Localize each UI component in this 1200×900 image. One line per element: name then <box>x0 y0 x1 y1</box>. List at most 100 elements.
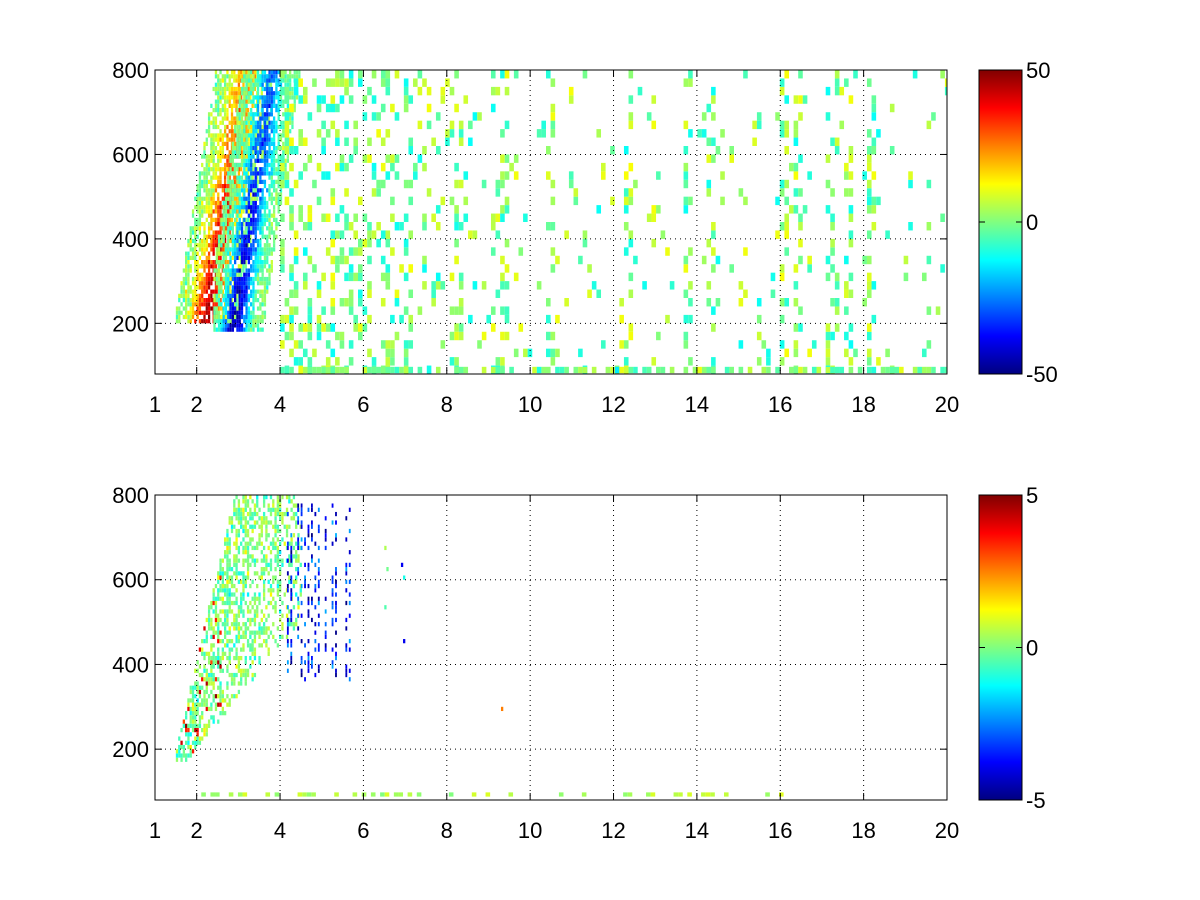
heatmap-cell <box>399 264 404 273</box>
heatmap-cell <box>830 213 835 222</box>
heatmap-cell <box>235 302 238 307</box>
heatmap-cell <box>279 103 283 108</box>
heatmap-cell <box>848 289 854 298</box>
heatmap-cell <box>233 146 237 151</box>
heatmap-cell <box>394 171 400 180</box>
heatmap-cell <box>258 596 261 601</box>
heatmap-cell <box>219 255 222 260</box>
heatmap-cell <box>251 188 254 193</box>
heatmap-cell <box>408 196 414 206</box>
heatmap-cell <box>182 289 186 294</box>
heatmap-cell <box>779 129 785 138</box>
heatmap-cell <box>228 78 231 83</box>
heatmap-cell <box>217 651 220 656</box>
heatmap-cell <box>243 243 246 248</box>
heatmap-cell <box>229 222 232 227</box>
heatmap-cell <box>256 289 260 294</box>
heatmap-cell <box>261 234 264 239</box>
heatmap-cell <box>267 503 270 508</box>
heatmap-cell <box>431 213 436 222</box>
heatmap-cell <box>221 74 224 79</box>
heatmap-cell <box>237 167 241 172</box>
heatmap-cell <box>227 179 230 184</box>
heatmap-cell <box>307 112 313 121</box>
heatmap-cell <box>228 545 231 551</box>
heatmap-cell <box>194 226 197 231</box>
heatmap-cell <box>302 162 308 172</box>
heatmap-cell <box>217 103 220 108</box>
heatmap-cell <box>233 238 237 244</box>
heatmap-cell <box>205 167 208 172</box>
heatmap-cell <box>252 247 255 252</box>
heatmap-cell <box>403 86 409 96</box>
heatmap-cell <box>223 167 227 172</box>
heatmap-cell <box>240 272 243 277</box>
heatmap-cell <box>227 302 230 307</box>
heatmap-cell <box>573 366 579 374</box>
heatmap-cell <box>215 319 218 324</box>
heatmap-cell <box>290 622 293 627</box>
heatmap-cell <box>282 129 285 134</box>
heatmap-cell <box>217 596 220 601</box>
heatmap-cell <box>926 255 932 265</box>
heatmap-cells <box>175 495 784 797</box>
heatmap-cell <box>182 268 186 273</box>
heatmap-cell <box>227 238 230 244</box>
heatmap-cell <box>238 188 241 193</box>
heatmap-cell <box>203 179 206 184</box>
colorbar-tick-label: 5 <box>1026 483 1038 508</box>
heatmap-cell <box>250 289 253 294</box>
heatmap-cell <box>201 243 204 248</box>
heatmap-cell <box>857 366 863 374</box>
heatmap-cell <box>268 222 271 227</box>
heatmap-cell <box>250 188 253 193</box>
heatmap-cell <box>243 196 246 201</box>
heatmap-cell <box>244 70 247 75</box>
heatmap-cell <box>304 562 306 568</box>
heatmap-cell <box>220 234 223 239</box>
heatmap-cell <box>289 331 294 341</box>
heatmap-cell <box>203 668 206 673</box>
heatmap-cell <box>210 293 213 298</box>
heatmap-cell <box>231 150 234 155</box>
heatmap-cell <box>262 626 266 631</box>
heatmap-cell <box>223 613 227 618</box>
heatmap-cell <box>253 613 257 618</box>
heatmap-cell <box>275 150 278 155</box>
heatmap-cell <box>205 310 208 315</box>
heatmap-cell <box>252 112 255 117</box>
heatmap-cell <box>233 613 236 618</box>
heatmap-cell <box>250 281 253 286</box>
heatmap-cell <box>345 516 348 521</box>
heatmap-cell <box>628 112 634 121</box>
heatmap-cell <box>268 217 271 222</box>
heatmap-cell <box>279 78 283 83</box>
heatmap-cell <box>240 264 243 269</box>
heatmap-cell <box>245 238 248 244</box>
heatmap-cell <box>445 78 450 87</box>
heatmap-cell <box>390 247 395 256</box>
heatmap-cell <box>276 579 280 584</box>
heatmap-cell <box>358 238 363 248</box>
heatmap-cell <box>316 314 322 324</box>
heatmap-cell <box>871 222 877 231</box>
heatmap-cell <box>228 702 231 707</box>
heatmap-cell <box>550 120 556 130</box>
heatmap-cell <box>298 171 303 180</box>
heatmap-cell <box>247 293 251 298</box>
heatmap-cell <box>266 255 269 260</box>
heatmap-cell <box>263 78 267 83</box>
heatmap-cell <box>245 141 248 146</box>
heatmap-cell <box>223 537 227 542</box>
heatmap-cell <box>240 516 243 521</box>
heatmap-cell <box>623 146 629 155</box>
axes-frame <box>154 494 948 801</box>
heatmap-cell <box>253 592 257 597</box>
heatmap-cell <box>191 723 195 728</box>
heatmap-cell <box>252 217 255 222</box>
heatmap-cell <box>300 524 303 529</box>
heatmap-cell <box>207 264 211 269</box>
x-tick-label: 1 <box>149 818 161 843</box>
heatmap-cell <box>302 137 308 146</box>
heatmap-cell <box>312 78 317 87</box>
